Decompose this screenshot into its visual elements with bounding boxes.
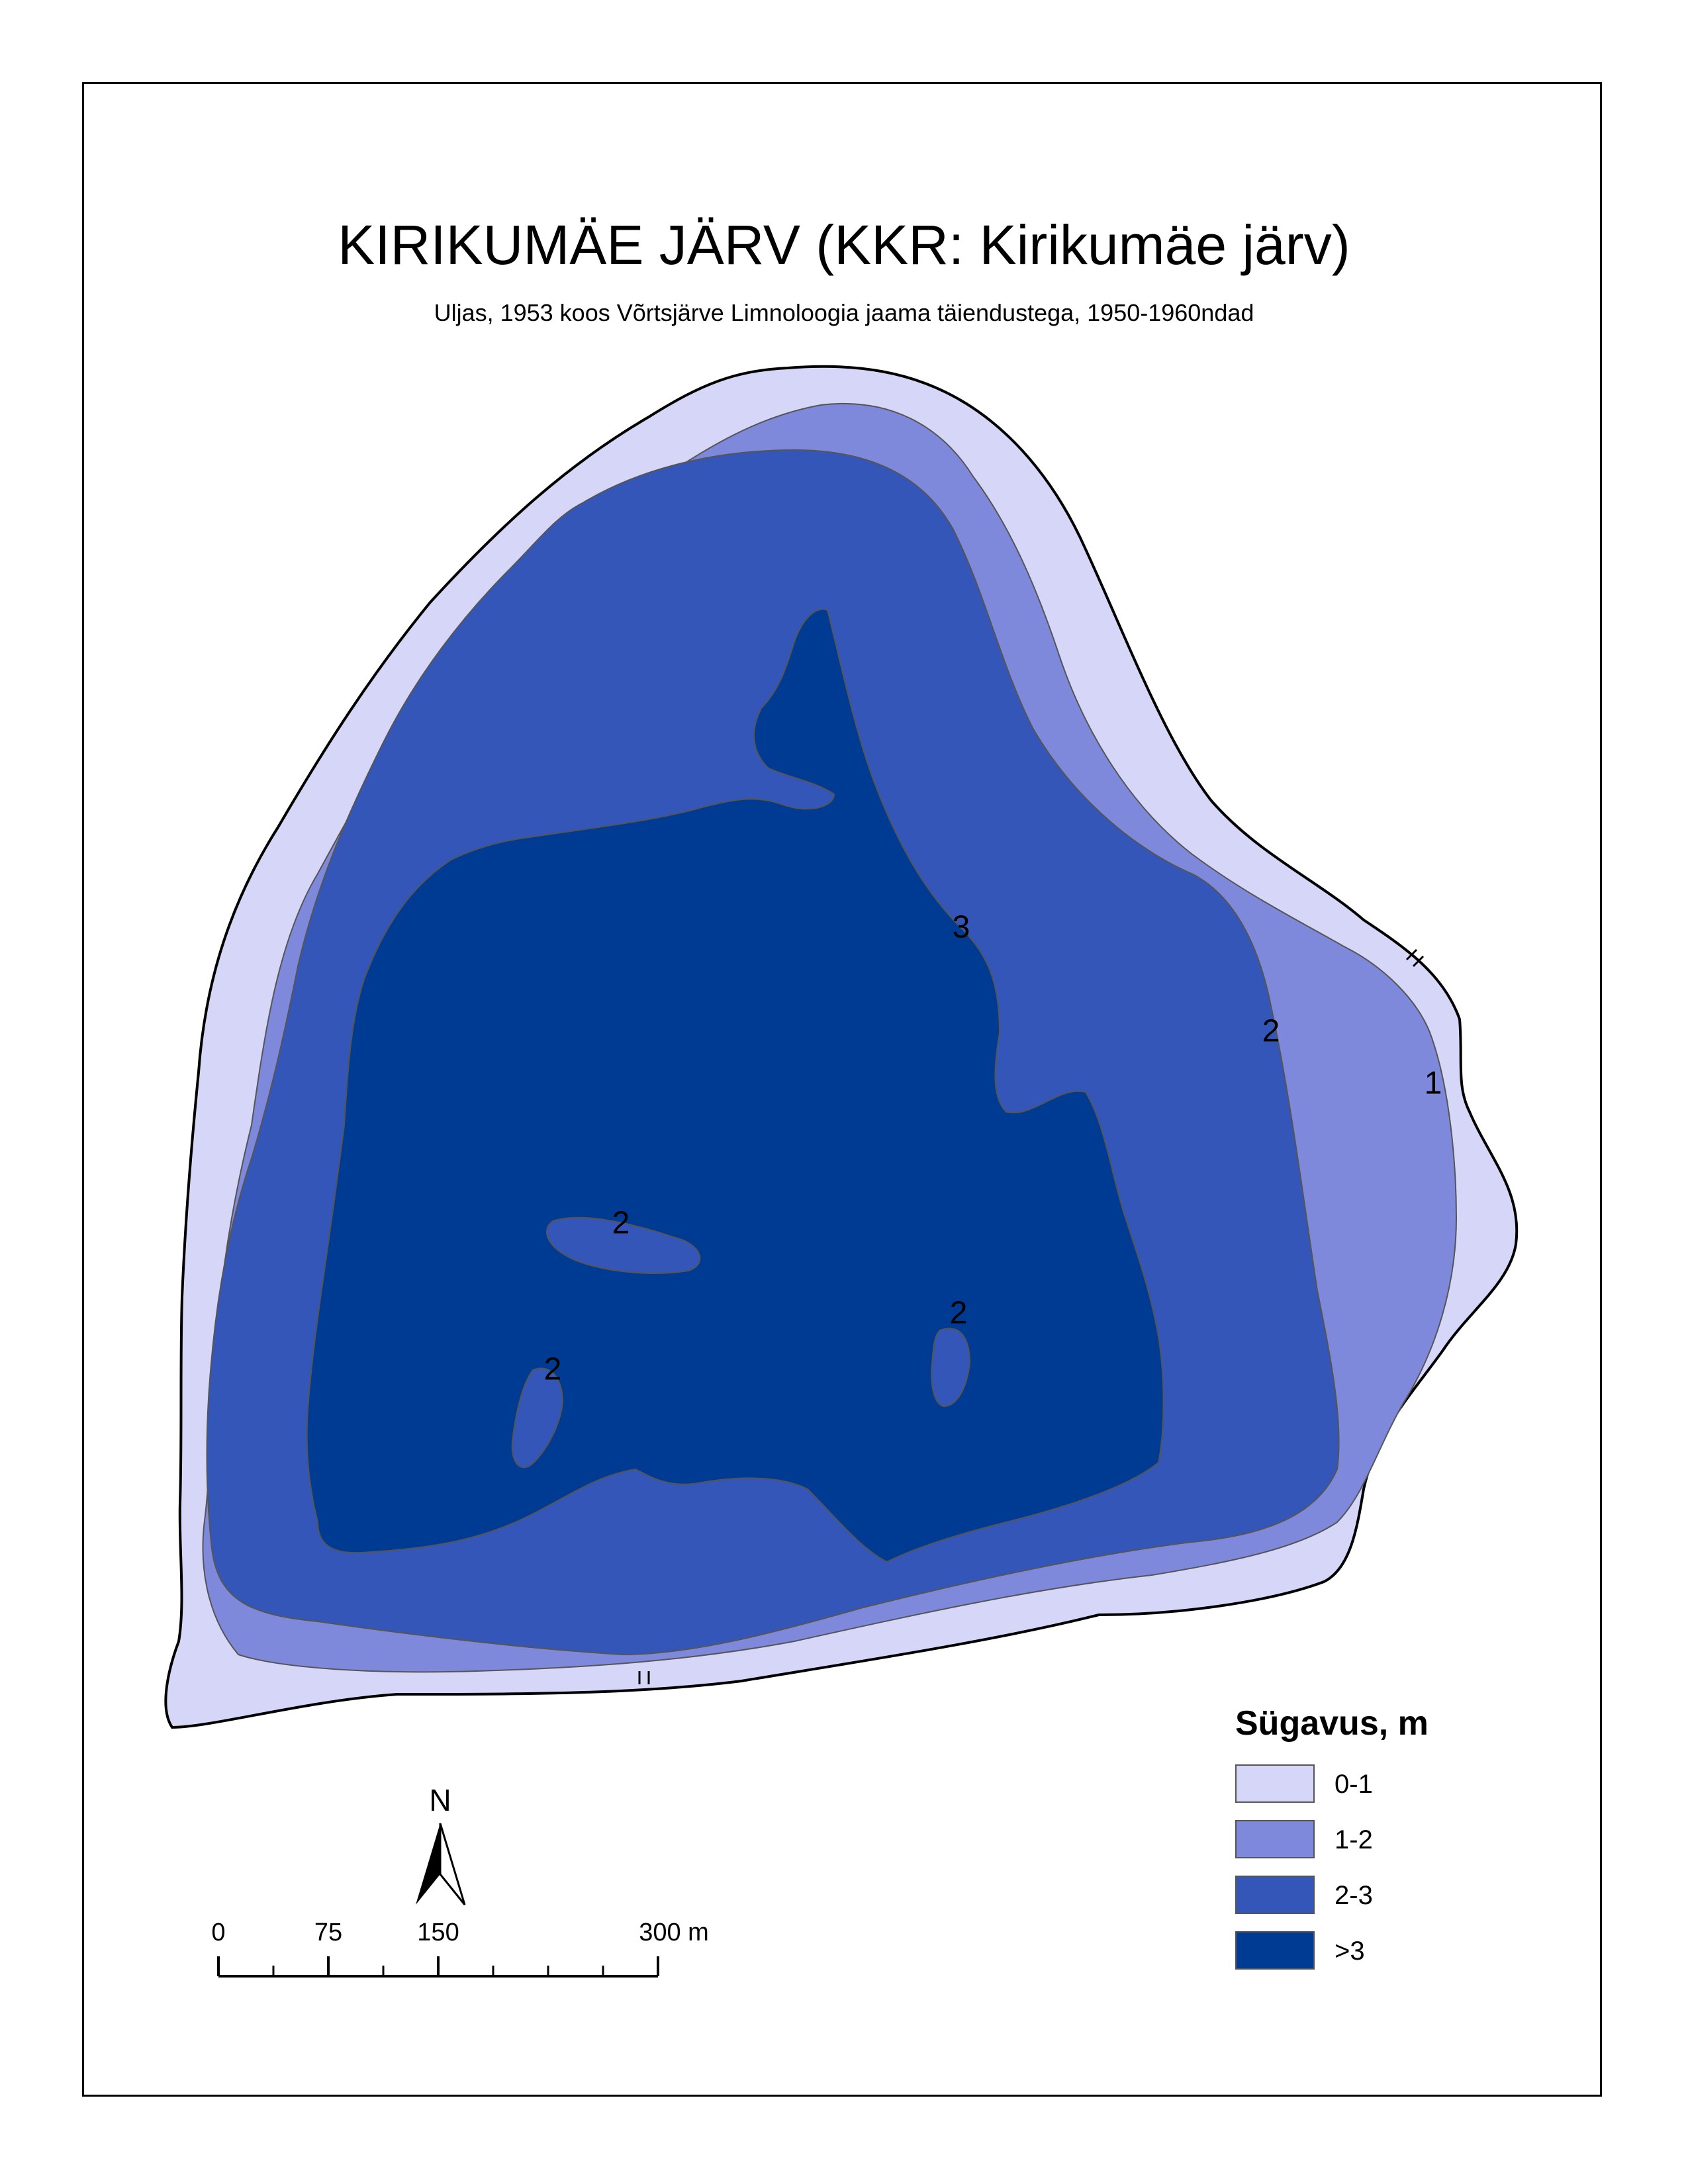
map-title: KIRIKUMÄE JÄRV (KKR: Kirikumäe järv): [338, 214, 1350, 276]
outlet-mark-south: [638, 1671, 650, 1684]
inlet-mark-east: [1405, 948, 1425, 968]
legend-swatch: [1235, 1876, 1315, 1914]
legend-label: 0-1: [1335, 1770, 1373, 1799]
legend-swatch: [1235, 1764, 1315, 1803]
map-subtitle: Uljas, 1953 koos Võrtsjärve Limnoloogia …: [434, 299, 1254, 326]
scale-label-75: 75: [314, 1919, 342, 1946]
north-arrow: N: [416, 1783, 466, 1905]
scale-bar: 0 75 150 300 m: [211, 1919, 709, 1978]
map-frame: [82, 82, 1602, 2097]
legend-title: Sügavus, m: [1235, 1704, 1429, 1743]
contour-label-2-southwest: 2: [544, 1352, 562, 1387]
depth-zone-gt-3: [306, 608, 1164, 1563]
legend-swatch: [1235, 1931, 1315, 1970]
contour-label-2-east: 2: [1262, 1014, 1280, 1049]
shallow-patch-west: [545, 1216, 701, 1274]
legend-item-2-3: 2-3: [1235, 1876, 1500, 1917]
scale-label-300: 300 m: [639, 1919, 709, 1946]
legend-item-0-1: 0-1: [1235, 1764, 1500, 1805]
contour-label-3: 3: [953, 910, 970, 945]
shallow-patch-east: [931, 1328, 971, 1408]
scale-label-0: 0: [211, 1919, 225, 1946]
legend-item-gt-3: >3: [1235, 1931, 1500, 1972]
north-arrow-right-half: [439, 1823, 466, 1905]
contour-label-1-east: 1: [1425, 1066, 1442, 1101]
contour-label-2-west: 2: [612, 1206, 630, 1241]
legend-item-1-2: 1-2: [1235, 1820, 1500, 1861]
scale-label-150: 150: [417, 1919, 459, 1946]
legend-label: 2-3: [1335, 1881, 1373, 1910]
contour-label-2-center: 2: [950, 1296, 968, 1331]
legend-swatch: [1235, 1820, 1315, 1858]
legend-label: >3: [1335, 1936, 1365, 1966]
north-arrow-left-half: [416, 1823, 440, 1905]
north-label: N: [429, 1783, 451, 1817]
legend-label: 1-2: [1335, 1825, 1373, 1854]
shallow-patch-southwest: [511, 1367, 564, 1469]
